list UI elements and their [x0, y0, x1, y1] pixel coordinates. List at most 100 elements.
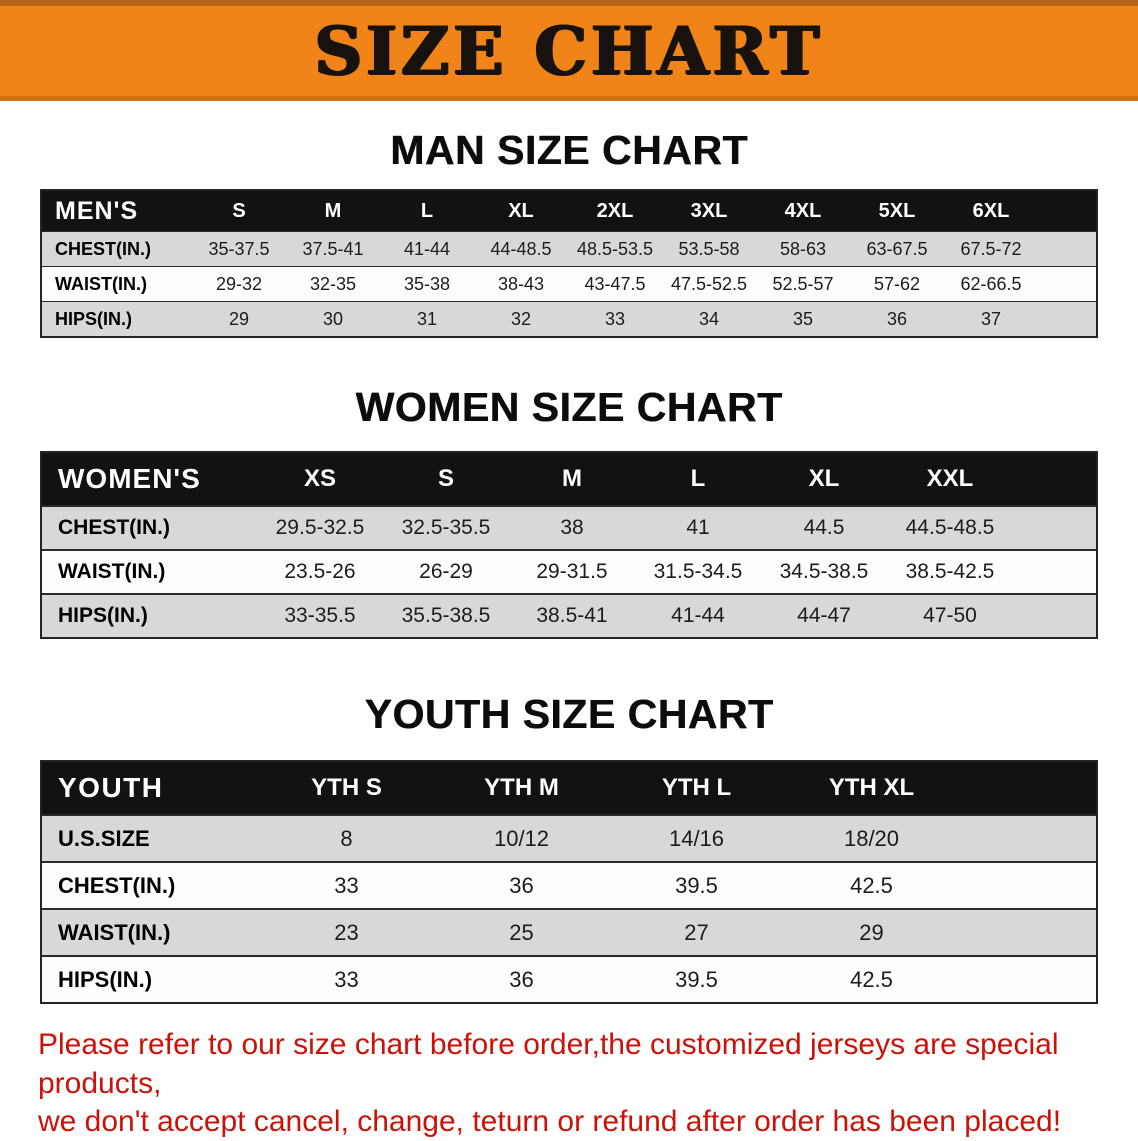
- value-cell: 27: [684, 919, 709, 945]
- column-header-cell: 2XL: [596, 199, 634, 222]
- column-header-cell: YTH L: [661, 774, 732, 802]
- table-row: CHEST(IN.) 29.5-32.5 32.5-35.5 38 41 44.5 44.5…: [42, 505, 1096, 550]
- table-group-label: YOUTH: [58, 772, 164, 804]
- column-header-cell: YTH M: [484, 774, 559, 802]
- value-cell: 29.5-32.5: [275, 516, 365, 540]
- youth-size-table: YOUTH YTH S YTH M YTH L YTH XL U.S.SIZE 8 10/12…: [40, 760, 1098, 1005]
- column-header-cell: L: [690, 465, 706, 493]
- value-cell: 33-35.5: [284, 604, 356, 628]
- value-cell: 67.5-72: [960, 238, 1022, 259]
- table-row: HIPS(IN.) 33 36 39.5 42.5: [42, 955, 1096, 1003]
- value-cell: 32: [510, 308, 532, 329]
- value-cell: 36: [509, 872, 534, 898]
- value-cell: 38: [560, 516, 584, 540]
- value-cell: 57-62: [873, 273, 921, 294]
- table-group-label: MEN'S: [55, 196, 139, 225]
- value-cell: 33: [334, 966, 359, 992]
- column-header-cell: L: [420, 199, 434, 222]
- row-label-cell: WAIST(IN.): [58, 560, 166, 584]
- row-label-cell: U.S.SIZE: [58, 825, 150, 851]
- value-cell: 44-47: [797, 604, 851, 628]
- value-cell: 37.5-41: [302, 238, 364, 259]
- value-cell: 39.5: [675, 966, 718, 992]
- column-header-cell: 3XL: [690, 199, 728, 222]
- value-cell: 39.5: [675, 872, 718, 898]
- page-title: SIZE CHART: [314, 12, 824, 90]
- value-cell: 41-44: [671, 604, 725, 628]
- value-cell: 43-47.5: [584, 273, 646, 294]
- column-header-cell: XL: [808, 465, 840, 493]
- value-cell: 38.5-42.5: [905, 560, 995, 584]
- value-cell: 44.5: [803, 516, 845, 540]
- value-cell: 29: [859, 919, 884, 945]
- value-cell: 62-66.5: [960, 273, 1022, 294]
- value-cell: 23: [334, 919, 359, 945]
- man-section-heading: MAN SIZE CHART: [390, 127, 748, 173]
- value-cell: 31: [416, 308, 438, 329]
- value-cell: 34: [698, 308, 720, 329]
- value-cell: 38-43: [497, 273, 545, 294]
- value-cell: 53.5-58: [678, 238, 740, 259]
- value-cell: 44.5-48.5: [905, 516, 995, 540]
- value-cell: 14/16: [668, 825, 725, 851]
- value-cell: 41: [686, 516, 710, 540]
- row-label-cell: HIPS(IN.): [58, 966, 153, 992]
- row-label-cell: HIPS(IN.): [58, 604, 148, 628]
- column-header-cell: XS: [303, 465, 336, 493]
- value-cell: 38.5-41: [536, 604, 608, 628]
- column-header-cell: XL: [508, 199, 534, 222]
- value-cell: 33: [334, 872, 359, 898]
- value-cell: 42.5: [850, 966, 893, 992]
- table-header-row: WOMEN'S XS S M L XL XXL: [42, 453, 1096, 506]
- men-size-table: MEN'S S M L XL 2XL 3XL 4XL 5XL 6XL CHEST(IN.) 35-37…: [40, 189, 1098, 339]
- value-cell: 10/12: [493, 825, 550, 851]
- value-cell: 32.5-35.5: [401, 516, 491, 540]
- value-cell: 32-35: [309, 273, 357, 294]
- table-row: CHEST(IN.) 33 36 39.5 42.5: [42, 861, 1096, 909]
- value-cell: 29-32: [215, 273, 263, 294]
- value-cell: 47-50: [923, 604, 977, 628]
- table-row: CHEST(IN.) 35-37.5 37.5-41 41-44 44-48.5 48.5…: [42, 231, 1096, 267]
- women-size-table: WOMEN'S XS S M L XL XXL CHEST(IN.) 29.5-32.5 32.5…: [40, 451, 1098, 640]
- value-cell: 31.5-34.5: [653, 560, 743, 584]
- disclaimer-line-1: Please refer to our size chart before or…: [38, 1028, 1059, 1100]
- youth-section-heading: YOUTH SIZE CHART: [364, 691, 774, 738]
- value-cell: 18/20: [843, 825, 900, 851]
- column-header-cell: YTH XL: [828, 774, 915, 802]
- value-cell: 41-44: [403, 238, 451, 259]
- column-header-cell: 5XL: [878, 199, 916, 222]
- row-label-cell: CHEST(IN.): [55, 238, 151, 259]
- value-cell: 48.5-53.5: [576, 238, 654, 259]
- column-header-cell: S: [437, 465, 454, 493]
- table-row: WAIST(IN.) 23.5-26 26-29 29-31.5 31.5-34.5 34…: [42, 549, 1096, 594]
- row-label-cell: WAIST(IN.): [58, 919, 171, 945]
- column-header-cell: M: [562, 465, 582, 493]
- value-cell: 35-37.5: [208, 238, 270, 259]
- value-cell: 52.5-57: [772, 273, 834, 294]
- disclaimer-line-2: we don't accept cancel, change, teturn o…: [38, 1104, 1062, 1138]
- column-header-cell: XXL: [926, 465, 974, 493]
- value-cell: 36: [886, 308, 908, 329]
- value-cell: 36: [509, 966, 534, 992]
- value-cell: 35: [792, 308, 814, 329]
- row-label-cell: HIPS(IN.): [55, 308, 133, 329]
- table-group-label: WOMEN'S: [58, 463, 201, 495]
- value-cell: 63-67.5: [866, 238, 928, 259]
- column-header-cell: 6XL: [972, 199, 1010, 222]
- row-label-cell: CHEST(IN.): [58, 516, 170, 540]
- table-header-row: MEN'S S M L XL 2XL 3XL 4XL 5XL 6XL: [42, 191, 1096, 232]
- value-cell: 33: [604, 308, 626, 329]
- value-cell: 25: [509, 919, 534, 945]
- table-header-row: YOUTH YTH S YTH M YTH L YTH XL: [42, 762, 1096, 815]
- column-header-cell: S: [232, 199, 246, 222]
- row-label-cell: WAIST(IN.): [55, 273, 147, 294]
- value-cell: 44-48.5: [490, 238, 552, 259]
- value-cell: 34.5-38.5: [779, 560, 869, 584]
- table-row: HIPS(IN.) 29 30 31 32 33 34 35 36 37: [42, 301, 1096, 337]
- man-size-chart-section: MAN SIZE CHART MEN'S S M L XL 2XL 3XL 4XL 5XL 6XL…: [0, 127, 1138, 339]
- youth-size-chart-section: YOUTH SIZE CHART YOUTH YTH S YTH M YTH L YTH…: [0, 691, 1138, 1005]
- value-cell: 35.5-38.5: [401, 604, 491, 628]
- women-section-heading: WOMEN SIZE CHART: [355, 384, 783, 431]
- table-row: WAIST(IN.) 23 25 27 29: [42, 908, 1096, 956]
